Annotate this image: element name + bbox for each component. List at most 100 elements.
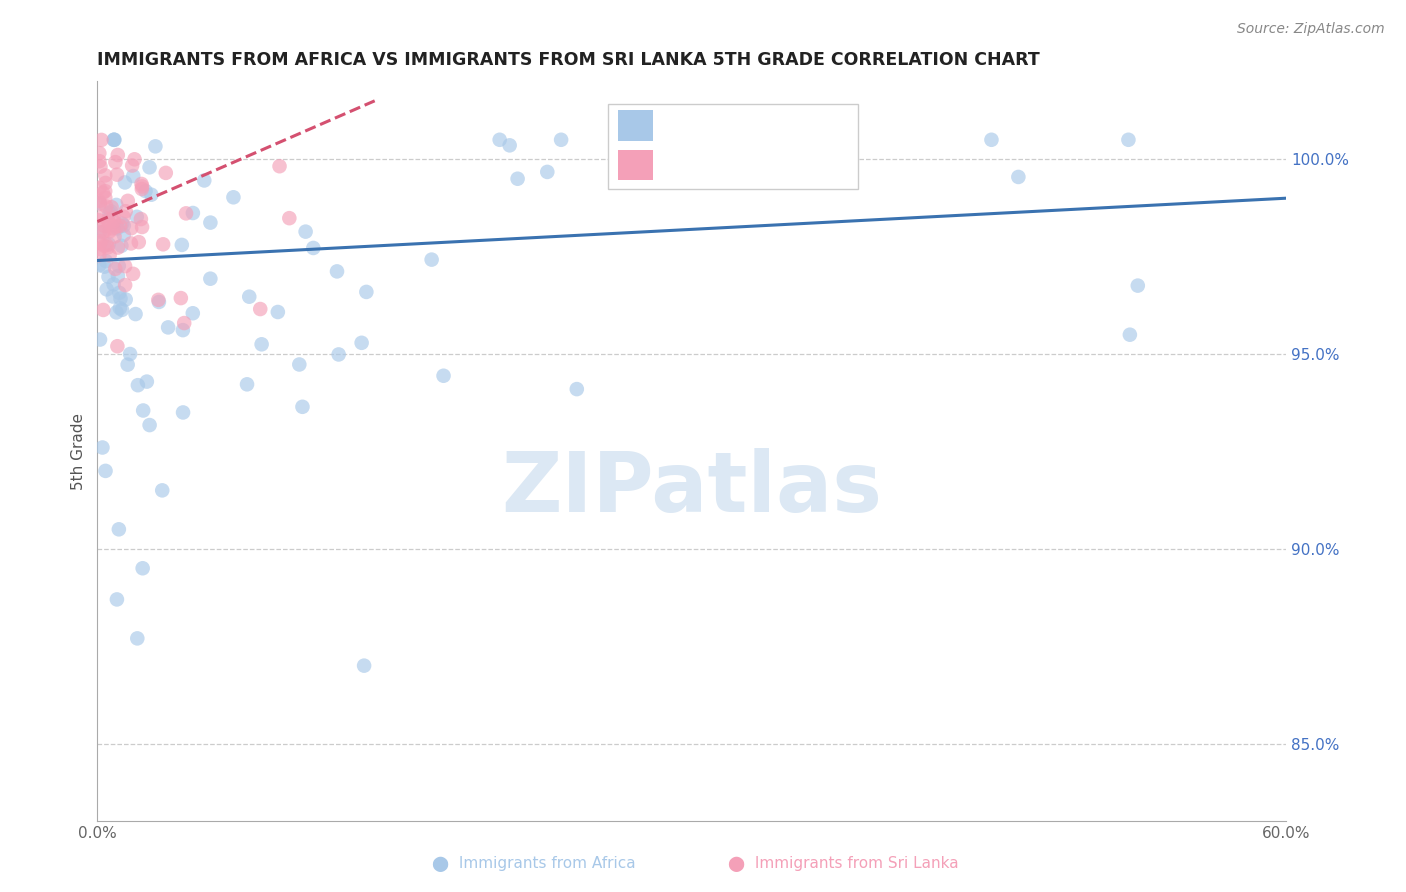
Point (1119, 327, 1142, 342)
Point (145, 139, 167, 153)
Point (980, 133, 1002, 147)
Point (107, 148, 129, 162)
Point (172, 405, 194, 419)
Point (91, 186, 114, 200)
Point (138, 418, 160, 433)
Point (89, 154, 111, 169)
Point (122, 267, 145, 281)
Point (89, 181, 111, 195)
Point (91, 302, 114, 317)
Point (550, 133, 572, 147)
Point (89, 196, 111, 211)
Point (291, 400, 314, 414)
Point (432, 368, 454, 383)
Point (103, 133, 125, 147)
Point (108, 522, 131, 536)
Point (150, 483, 173, 498)
Point (89, 258, 111, 272)
Point (98, 224, 121, 238)
Point (157, 320, 180, 334)
Point (120, 221, 142, 235)
Point (120, 347, 142, 361)
Point (103, 211, 125, 225)
Point (107, 259, 129, 273)
Point (250, 337, 273, 351)
Point (108, 301, 131, 315)
Point (93, 219, 115, 233)
Point (114, 259, 136, 273)
Point (131, 561, 153, 575)
Text: Source: ZipAtlas.com: Source: ZipAtlas.com (1237, 22, 1385, 37)
Point (288, 358, 311, 372)
Point (129, 212, 152, 227)
Point (105, 168, 128, 182)
Point (138, 161, 160, 175)
Point (108, 285, 131, 300)
Point (101, 221, 124, 235)
Point (90, 234, 112, 248)
Point (94, 464, 117, 478)
Point (105, 198, 128, 212)
Point (89, 236, 111, 251)
Point (181, 206, 204, 220)
Point (112, 219, 135, 233)
Point (278, 211, 301, 226)
Point (89, 146, 111, 161)
Point (114, 293, 136, 307)
Point (111, 217, 134, 231)
Point (97, 213, 120, 227)
Point (152, 237, 174, 252)
Point (96, 282, 118, 296)
Point (1007, 169, 1029, 184)
Point (97, 237, 120, 252)
Point (135, 184, 157, 198)
Point (105, 305, 128, 319)
Point (112, 227, 135, 242)
Point (89, 242, 111, 256)
Y-axis label: 5th Grade: 5th Grade (72, 413, 86, 490)
Point (326, 264, 349, 278)
Point (328, 347, 350, 361)
Text: ⬤  Immigrants from Sri Lanka: ⬤ Immigrants from Sri Lanka (728, 856, 959, 872)
Point (107, 268, 129, 283)
Point (112, 210, 135, 224)
Point (131, 220, 153, 235)
Point (90, 133, 112, 147)
Point (565, 382, 588, 396)
Point (110, 292, 132, 306)
Point (117, 194, 139, 208)
Point (105, 592, 128, 607)
Point (236, 377, 259, 392)
Point (173, 316, 195, 330)
Point (1118, 133, 1140, 147)
Point (353, 658, 375, 673)
Point (128, 235, 150, 249)
Point (222, 190, 245, 204)
Point (91, 210, 114, 224)
Point (89, 225, 111, 239)
Point (103, 214, 125, 228)
Point (91, 225, 114, 239)
Point (114, 176, 136, 190)
Point (131, 177, 153, 191)
Point (93, 238, 115, 252)
Point (267, 305, 290, 319)
Text: ZIPatlas: ZIPatlas (501, 448, 882, 529)
Point (498, 138, 520, 153)
Point (125, 210, 148, 224)
Point (89, 213, 111, 227)
Point (114, 204, 136, 219)
Point (97, 269, 120, 284)
Point (155, 166, 177, 180)
Point (100, 200, 122, 214)
Point (121, 159, 143, 173)
Point (89, 248, 111, 262)
Point (101, 289, 124, 303)
Point (89, 194, 111, 208)
Point (103, 133, 125, 147)
Point (350, 335, 373, 350)
Point (488, 133, 510, 147)
Point (506, 171, 529, 186)
Point (170, 291, 193, 305)
Point (96, 199, 118, 213)
